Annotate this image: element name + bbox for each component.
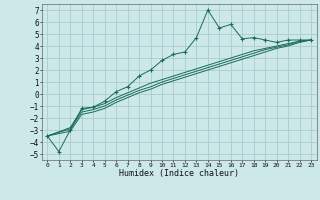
X-axis label: Humidex (Indice chaleur): Humidex (Indice chaleur) (119, 169, 239, 178)
